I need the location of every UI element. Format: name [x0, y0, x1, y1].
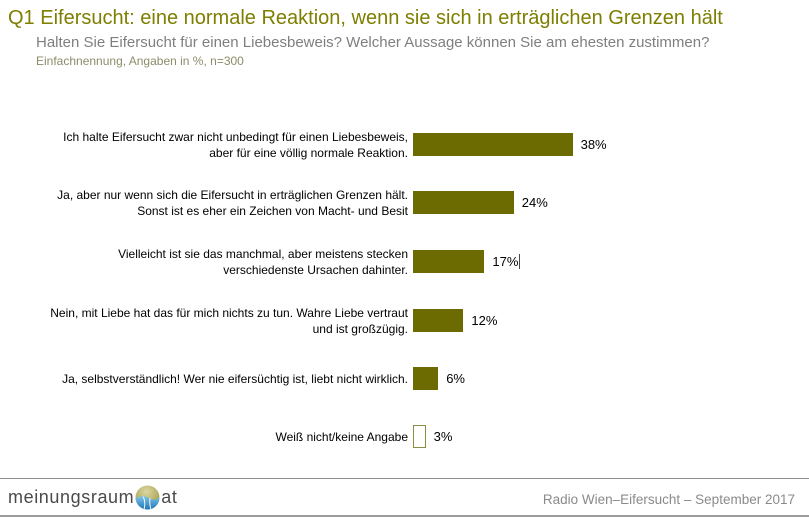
- chart-row: Ja, aber nur wenn sich die Eifersucht in…: [0, 188, 809, 218]
- bar-value-label: 38%: [580, 137, 607, 152]
- bar: [413, 250, 485, 273]
- bar-label: Ja, selbstverständlich! Wer nie eifersüc…: [62, 371, 408, 386]
- text-cursor-artifact: [519, 254, 521, 269]
- page-title: Q1 Eifersucht: eine normale Reaktion, we…: [8, 7, 723, 29]
- bar: [413, 309, 464, 332]
- bar-value-label: 12%: [471, 313, 498, 328]
- chart-row: Nein, mit Liebe hat das für mich nichts …: [0, 306, 809, 336]
- meinungsraum-logo: meinungsraum at: [8, 485, 177, 510]
- footer-divider: [0, 478, 809, 479]
- bar-label: Ich halte Eifersucht zwar nicht unbeding…: [63, 129, 408, 160]
- bar: [413, 191, 514, 214]
- bar: [413, 425, 426, 448]
- bar-label: Vielleicht ist sie das manchmal, aber me…: [118, 246, 408, 277]
- globe-icon: [135, 485, 160, 510]
- chart-row: Ich halte Eifersucht zwar nicht unbeding…: [0, 130, 809, 160]
- chart-row: Ja, selbstverständlich! Wer nie eifersüc…: [0, 367, 809, 390]
- chart-row: Weiß nicht/keine Angabe 3%: [0, 425, 809, 448]
- sample-note: Einfachnennung, Angaben in %, n=300: [36, 54, 244, 68]
- question-subtitle: Halten Sie Eifersucht für einen Liebesbe…: [36, 34, 710, 51]
- logo-suffix: at: [161, 487, 178, 507]
- bar-label: Ja, aber nur wenn sich die Eifersucht in…: [57, 187, 408, 218]
- bar-label: Weiß nicht/keine Angabe: [275, 429, 408, 444]
- bar: [413, 367, 439, 390]
- bar-value-label: 24%: [521, 195, 548, 210]
- bottom-border: [0, 515, 809, 517]
- footer-source-text: Radio Wien–Eifersucht – September 2017: [542, 492, 795, 507]
- bar-value-label: 17%: [492, 254, 519, 269]
- chart-row: Vielleicht ist sie das manchmal, aber me…: [0, 247, 809, 277]
- bar-value-label: 6%: [446, 371, 465, 386]
- logo-text: meinungsraum: [8, 487, 135, 507]
- bar: [413, 133, 573, 156]
- bar-value-label: 3%: [433, 429, 453, 444]
- bar-label: Nein, mit Liebe hat das für mich nichts …: [50, 305, 408, 336]
